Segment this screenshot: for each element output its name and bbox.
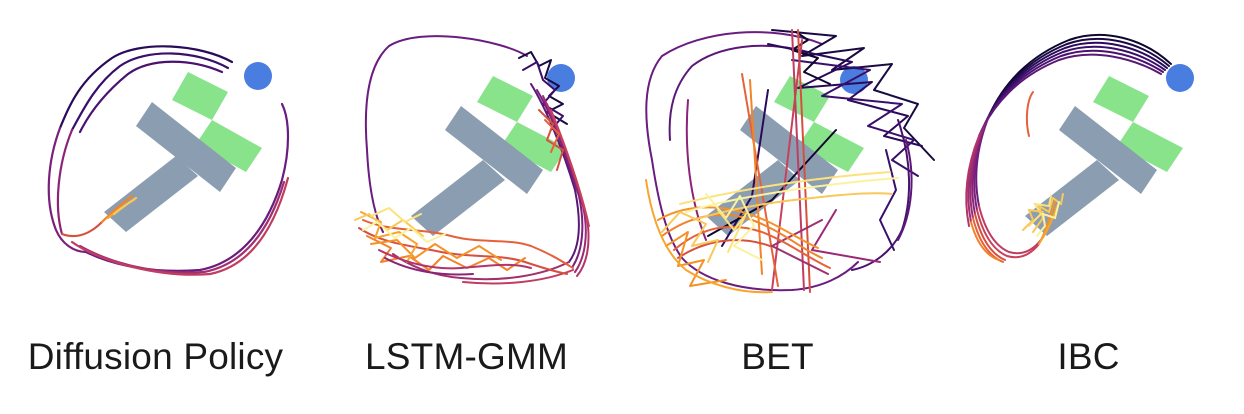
panel-ibc: IBC (933, 0, 1244, 414)
t-target-goal (1093, 76, 1183, 172)
trajectory-plot-lstm-gmm (354, 35, 590, 285)
agent-dot (840, 66, 868, 94)
panel-bet: BET (622, 0, 935, 414)
t-block (104, 102, 236, 232)
agent-dot (244, 62, 272, 90)
trajectories (965, 33, 1172, 263)
trajectory-plot-bet (645, 29, 935, 294)
trajectories (645, 29, 935, 294)
panel-lstm-gmm: LSTM-GMM (311, 0, 622, 414)
trajectory-plot-diffusion-policy (47, 45, 290, 276)
t-block (1025, 106, 1157, 236)
t-block (411, 106, 543, 236)
caption-diffusion-policy: Diffusion Policy (27, 336, 284, 377)
caption-ibc: IBC (1057, 336, 1120, 377)
trajectories (47, 45, 290, 276)
t-target-goal (172, 72, 262, 172)
panel-diffusion-policy: Diffusion Policy (0, 0, 311, 414)
agent-dot (1166, 64, 1194, 92)
caption-bet: BET (741, 336, 814, 377)
trajectories (354, 35, 590, 285)
caption-lstm-gmm: LSTM-GMM (364, 336, 569, 377)
agent-dot (547, 64, 575, 92)
trajectory-plot-ibc (965, 33, 1194, 263)
t-target-goal (477, 76, 567, 172)
